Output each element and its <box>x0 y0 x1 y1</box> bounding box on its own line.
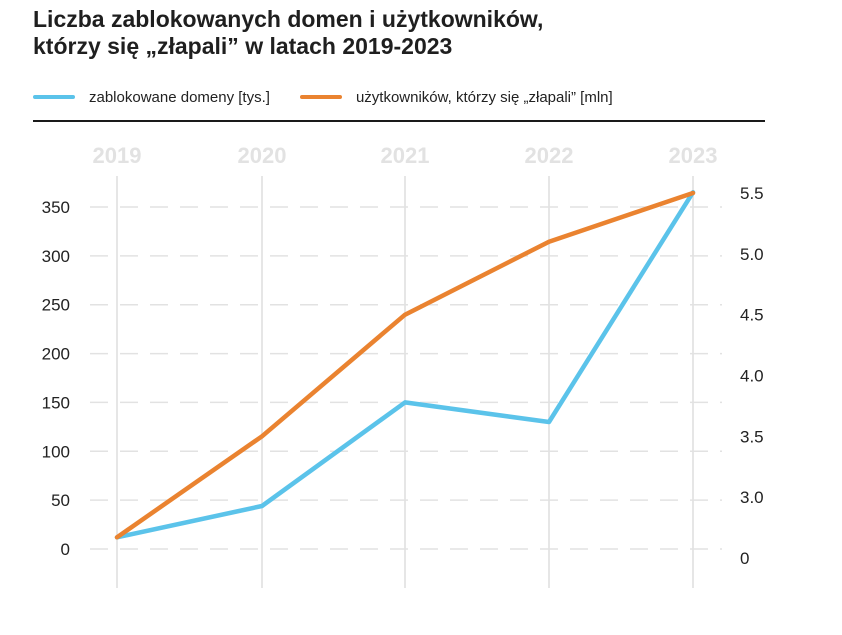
x-tick-label-2021: 2021 <box>381 143 430 168</box>
chart-title: Liczba zablokowanych domen i użytkownikó… <box>33 6 813 60</box>
y-left-tick-label: 0 <box>61 540 70 559</box>
y-right-tick-label: 4.5 <box>740 306 764 325</box>
legend-swatch-users <box>299 95 342 99</box>
legend-item-users: użytkowników, którzy się „złapali” [mln] <box>299 88 613 106</box>
legend-label-domains: zablokowane domeny [tys.] <box>89 88 270 106</box>
legend-divider <box>33 120 765 122</box>
y-left-tick-label: 250 <box>42 296 70 315</box>
y-right-tick-label: 4.0 <box>740 367 764 386</box>
y-left-tick-label: 200 <box>42 345 70 364</box>
legend-item-domains: zablokowane domeny [tys.] <box>33 89 270 106</box>
y-left-tick-label: 150 <box>42 393 70 412</box>
y-left-tick-label: 50 <box>51 491 70 510</box>
y-left-tick-label: 350 <box>42 198 70 217</box>
y-left-tick-label: 300 <box>42 247 70 266</box>
legend-swatch-domains <box>33 95 75 99</box>
y-left-tick-label: 100 <box>42 442 70 461</box>
x-tick-label-2020: 2020 <box>238 143 287 168</box>
chart-title-line-1: Liczba zablokowanych domen i użytkownikó… <box>33 6 544 32</box>
x-tick-label-2023: 2023 <box>669 143 718 168</box>
legend-label-users: użytkowników, którzy się „złapali” [mln] <box>355 88 613 106</box>
chart-legend: zablokowane domeny [tys.] użytkowników, … <box>33 86 643 108</box>
y-right-tick-label: 0 <box>740 549 749 568</box>
x-tick-label-2022: 2022 <box>525 143 574 168</box>
y-right-tick-label: 3.5 <box>740 427 764 446</box>
chart-title-line-2: którzy się „złapali” w latach 2019-2023 <box>33 33 453 59</box>
x-tick-label-2019: 2019 <box>93 143 142 168</box>
y-right-tick-label: 3.0 <box>740 488 764 507</box>
y-right-tick-label: 5.0 <box>740 245 764 264</box>
y-right-tick-label: 5.5 <box>740 184 764 203</box>
